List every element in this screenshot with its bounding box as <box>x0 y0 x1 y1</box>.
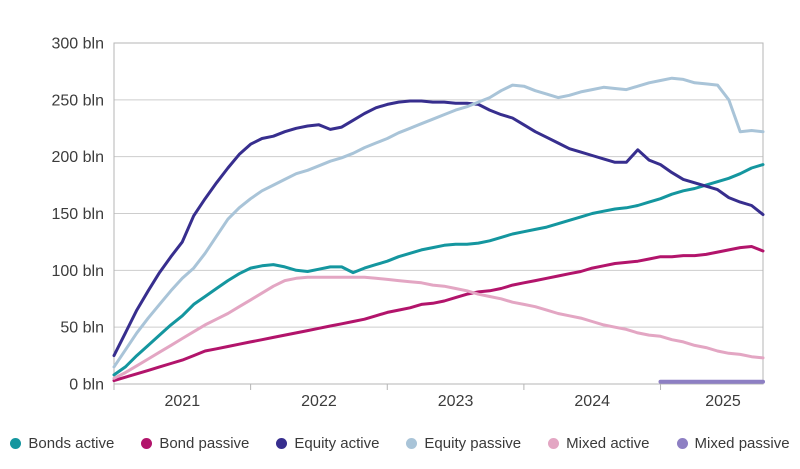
legend-item-equity-active: Equity active <box>276 435 379 452</box>
legend-dot-equity-passive <box>406 437 418 449</box>
y-tick-label-100: 100 bln <box>52 263 105 280</box>
series-line-bond-passive <box>112 245 765 383</box>
series-line-mixed-active <box>112 275 765 380</box>
legend-dot-bonds-active <box>10 437 22 449</box>
x-tick-label-2022: 2022 <box>301 393 337 410</box>
legend-label-equity-active: Equity active <box>294 434 380 452</box>
series-line-equity-active <box>112 99 765 358</box>
legend-dot-bond-passive <box>141 437 153 449</box>
legend-label-bond-passive: Bond passive <box>159 434 250 452</box>
legend-label-bonds-active: Bonds active <box>28 434 115 452</box>
chart-legend: Bonds active Bond passive Equity active Equ… <box>0 432 800 454</box>
legend-item-bond-passive: Bond passive <box>141 435 249 452</box>
x-tick-label-2024: 2024 <box>574 393 610 410</box>
legend-dot-mixed-passive <box>676 437 688 449</box>
y-tick-label-200: 200 bln <box>52 149 105 166</box>
y-tick-label-300: 300 bln <box>52 36 105 53</box>
legend-label-equity-passive: Equity passive <box>424 434 522 452</box>
y-tick-label-250: 250 bln <box>52 92 105 109</box>
x-tick-label-2023: 2023 <box>438 393 474 410</box>
y-tick-label-50: 50 bln <box>60 320 104 337</box>
x-tick-label-2021: 2021 <box>165 393 201 410</box>
legend-dot-mixed-active <box>548 437 560 449</box>
legend-item-bonds-active: Bonds active <box>10 435 114 452</box>
series-line-bonds-active <box>112 163 765 377</box>
series-line-equity-passive <box>112 76 765 369</box>
y-tick-label-0: 0 bln <box>69 377 104 394</box>
legend-item-mixed-passive: Mixed passive <box>676 434 790 452</box>
legend-dot-equity-active <box>276 437 288 449</box>
y-tick-label-150: 150 bln <box>52 206 105 223</box>
legend-item-equity-passive: Equity passive <box>406 435 521 452</box>
legend-item-mixed-active: Mixed active <box>548 434 650 452</box>
x-tick-label-2025: 2025 <box>705 393 741 410</box>
legend-label-mixed-passive: Mixed passive <box>694 434 790 452</box>
legend-label-mixed-active: Mixed active <box>566 434 650 452</box>
line-chart: 0 bln 50 bln 100 bln 150 bln 200 bln 250 bln 3… <box>52 36 765 410</box>
